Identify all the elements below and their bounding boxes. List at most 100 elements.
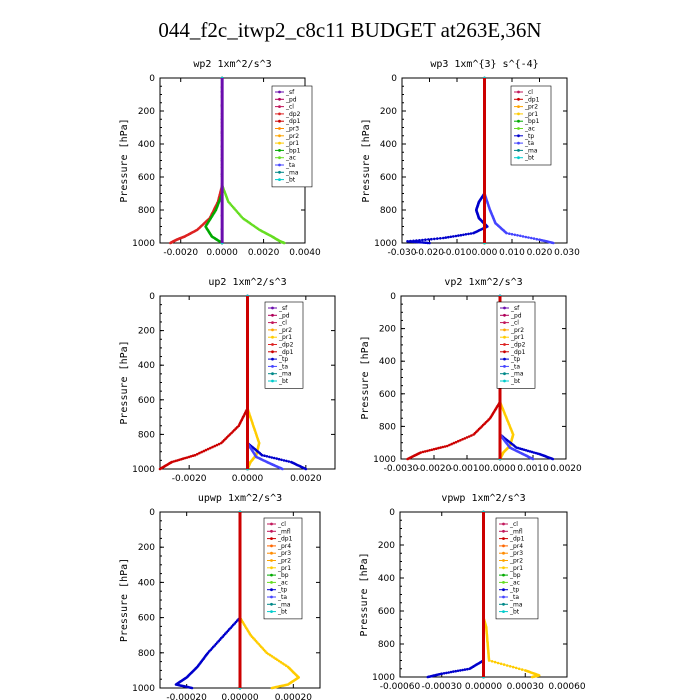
legend-label-sf: _sf xyxy=(278,305,288,312)
legend-marker-ta xyxy=(278,163,281,167)
x-tick-label: -0.00030 xyxy=(422,682,463,692)
series-point-tp xyxy=(467,232,470,236)
y-tick-label: 1000 xyxy=(374,239,397,249)
series-point-pr1 xyxy=(511,665,515,669)
legend-marker-ac xyxy=(502,581,505,584)
series-point-tp xyxy=(532,451,536,454)
y-tick-label: 0 xyxy=(389,508,395,518)
legend-label-ac: _ac xyxy=(524,126,535,133)
y-tick-label: 600 xyxy=(138,614,155,624)
series-point-ta xyxy=(516,234,519,237)
legend-marker-ac xyxy=(517,127,520,130)
series-point-ta xyxy=(535,237,539,241)
series-point-tp xyxy=(447,235,450,239)
series-point-dp1 xyxy=(158,467,162,471)
legend-label-pr1: _pr1 xyxy=(277,565,291,572)
y-axis-label: Pressure [hPa] xyxy=(359,552,370,636)
plot-frame xyxy=(400,295,567,460)
legend-marker-tp xyxy=(502,588,505,592)
series-point-dp1 xyxy=(450,442,453,446)
legend-marker-dp1 xyxy=(503,350,506,354)
panel-title: upwp 1xm^2/s^3 xyxy=(198,493,282,504)
series-point-dp1 xyxy=(445,444,449,448)
series-point-pr1 xyxy=(499,662,503,666)
series-point-tp xyxy=(270,456,274,459)
series-point-tp xyxy=(268,455,271,459)
y-tick-label: 800 xyxy=(379,422,396,432)
series-point-pr1 xyxy=(490,660,494,663)
y-tick-label: 1000 xyxy=(132,465,155,475)
legend-marker-ma xyxy=(278,170,281,174)
panel-title: up2 1xm^2/s^3 xyxy=(208,277,286,288)
legend-marker-pr2 xyxy=(270,559,273,562)
series-point-tp xyxy=(265,455,269,458)
series-point-tp xyxy=(454,669,458,673)
panel-4: vp2 1xm^2/s^3 Pressure [hPa] 0 200 400 600 800… xyxy=(360,277,582,474)
panel-2: wp3 1xm^{3} s^{-4} Pressure [hPa] 0 200 400 6… xyxy=(361,59,580,258)
legend-label-ac: _ac xyxy=(509,579,520,586)
x-tick-label: -0.030 xyxy=(387,248,416,258)
figure-title: 044_f2c_itwp2_c8c11 BUDGET at263E,36N xyxy=(158,18,542,42)
series-point-dp2 xyxy=(169,241,172,245)
series-point-tp xyxy=(551,457,555,461)
series-point-dp1 xyxy=(202,449,206,453)
legend-label-pr2: _pr2 xyxy=(524,104,538,111)
legend-label-sf: _sf xyxy=(285,89,295,96)
panel-title: vpwp 1xm^2/s^3 xyxy=(441,493,525,504)
y-tick-label: 600 xyxy=(380,173,397,183)
series-point-pr1 xyxy=(514,666,518,670)
legend-marker-pd xyxy=(503,313,506,317)
legend-marker-ta xyxy=(270,595,273,599)
legend-marker-pr1 xyxy=(502,566,505,570)
legend-marker-sf xyxy=(503,306,506,310)
series-point-dp1 xyxy=(174,459,177,463)
series-point-dp1 xyxy=(465,436,469,439)
x-tick-label: 0.0020 xyxy=(290,474,322,484)
series-point-dp1 xyxy=(220,441,223,445)
series-point-tp xyxy=(468,667,471,671)
legend-marker-pr3 xyxy=(270,551,273,555)
legend-marker-ac xyxy=(270,581,273,584)
series-point-ta xyxy=(510,232,514,236)
y-tick-label: 400 xyxy=(138,361,155,371)
legend-marker-ta xyxy=(271,365,274,368)
y-tick-label: 800 xyxy=(138,649,155,659)
series-point-dp1 xyxy=(213,444,216,448)
series-point-ta xyxy=(505,231,508,235)
series-point-tp xyxy=(447,671,451,674)
y-tick-label: 600 xyxy=(138,173,155,183)
series-point-tp xyxy=(442,236,445,240)
legend-marker-dp1 xyxy=(502,537,505,540)
legend-marker-pr1 xyxy=(270,566,273,570)
legend-marker-ta xyxy=(502,595,505,599)
legend-label-pr3: _pr3 xyxy=(277,550,291,557)
series-point-tp xyxy=(445,671,448,675)
series-point-dp1 xyxy=(204,448,208,452)
legend-label-pr1: _pr1 xyxy=(278,334,292,341)
series-point-ta xyxy=(524,235,528,239)
legend-marker-pd xyxy=(278,97,281,101)
x-tick-label: 0.020 xyxy=(527,248,553,258)
panel-6: vpwp 1xm^2/s^3 Pressure [hPa] 0 200 400 600 80… xyxy=(359,493,586,692)
series-point-ta xyxy=(281,467,284,471)
panel-5: upwp 1xm^2/s^3 Pressure [hPa] 0 200 400 600 80… xyxy=(119,493,321,700)
legend-label-ta: _ta xyxy=(524,140,534,147)
legend-label-bt: _bt xyxy=(509,609,520,616)
legend-marker-pr2 xyxy=(517,105,520,108)
series-point-dp1 xyxy=(430,448,434,452)
series-point-dp1 xyxy=(454,440,458,444)
legend-label-mfl: _mfl xyxy=(509,528,523,535)
x-tick-label: -0.00060 xyxy=(380,682,421,692)
legend-label-dp1: _dp1 xyxy=(510,349,526,356)
legend-label-mfl: _mfl xyxy=(277,528,291,535)
legend-marker-pr2 xyxy=(502,559,505,562)
legend-marker-tp xyxy=(270,588,273,592)
legend-label-pr2: _pr2 xyxy=(510,327,524,334)
y-tick-label: 0 xyxy=(390,292,396,302)
y-tick-label: 600 xyxy=(379,390,396,400)
y-tick-label: 800 xyxy=(378,640,395,650)
legend-label-ma: _ma xyxy=(277,601,291,608)
legend-marker-pr1 xyxy=(271,335,274,339)
legend-label-cl: _cl xyxy=(277,521,286,528)
